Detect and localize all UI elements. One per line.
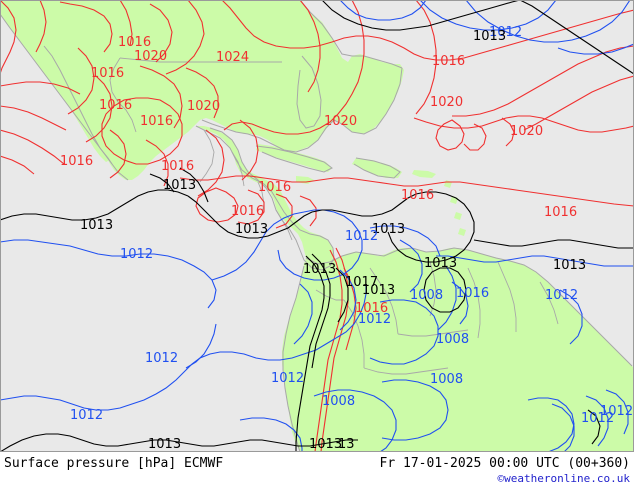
isobar-label: 1008 — [410, 288, 443, 303]
map-footer: Surface pressure [hPa] ECMWF Fr 17-01-20… — [0, 452, 634, 490]
isobar-label: 1016 — [60, 154, 93, 169]
isobar-label: 1016 — [118, 35, 151, 50]
isobar-label: 1013 — [148, 437, 181, 452]
isobar-label: 1013 — [372, 222, 405, 237]
isobar-label: 1008 — [322, 394, 355, 409]
isobar-label: 1012 — [145, 351, 178, 366]
isobar-label: 1012 — [600, 404, 633, 419]
isobar-label: 1020 — [324, 114, 357, 129]
isobar-label: 1017 — [345, 275, 378, 290]
isobar-label: 1012 — [120, 247, 153, 262]
isobar-label: 1016 — [99, 98, 132, 113]
isobar-label: 1012 — [70, 408, 103, 423]
isobar-label: 1008 — [436, 332, 469, 347]
isobar-label: 1012 — [345, 229, 378, 244]
isobar-label: 1016 — [401, 188, 434, 203]
isobar-label: 1020 — [187, 99, 220, 114]
isobar-label: 1008 — [430, 372, 463, 387]
isobar-label: 1016 — [140, 114, 173, 129]
isobar-label-layer: 1016 1020 1024 1016 1020 1016 1020 1016 … — [60, 25, 633, 452]
landmass-layer — [0, 0, 634, 452]
isobar-label: 1012 — [358, 312, 391, 327]
pressure-contour-map[interactable]: 1016 1020 1024 1016 1020 1016 1020 1016 … — [0, 0, 634, 452]
footer-timestamp: Fr 17-01-2025 00:00 UTC (00+360) — [379, 456, 630, 471]
isobar-label: 1020 — [430, 95, 463, 110]
isobar-label: 1013 — [553, 258, 586, 273]
isobar-label: 1016 — [91, 66, 124, 81]
isobar-label: 1012 — [271, 371, 304, 386]
isobar-label: 1016 — [432, 54, 465, 69]
isobar-label: 1016 — [355, 301, 388, 316]
isobar-label: 1020 — [134, 49, 167, 64]
isobar-label: 1012 — [581, 411, 614, 426]
isobar-label: 1012 — [545, 288, 578, 303]
coastline-layer — [0, 0, 633, 452]
isobar-label: 1013 — [163, 178, 196, 193]
map-canvas[interactable]: 1016 1020 1024 1016 1020 1016 1020 1016 … — [0, 0, 634, 452]
isobar-label: 1016 — [231, 204, 264, 219]
isobar-label: 1013 — [362, 283, 395, 298]
isobar-label: 1020 — [510, 124, 543, 139]
footer-title: Surface pressure [hPa] ECMWF — [4, 456, 224, 471]
isobar-label: 1016 — [544, 205, 577, 220]
isobar-label: 1013 — [309, 437, 342, 452]
isobar-label: 1013 — [424, 256, 457, 271]
isobar-label: 1013 — [303, 262, 336, 277]
isobar-label: 1016 — [456, 286, 489, 301]
footer-credit: ©weatheronline.co.uk — [497, 472, 630, 485]
isobar-black-layer — [0, 0, 634, 452]
isobar-label: 1013 — [235, 222, 268, 237]
isobar-label: 1016 — [258, 180, 291, 195]
isobar-label: 1024 — [216, 50, 249, 65]
isobar-label: 1012 — [489, 25, 522, 40]
isobar-blue-layer — [0, 0, 634, 452]
isobar-label: 1013 — [80, 218, 113, 233]
isobar-label: 13 — [338, 437, 355, 452]
isobar-label: 1013 — [473, 29, 506, 44]
isobar-label: 1016 — [161, 159, 194, 174]
